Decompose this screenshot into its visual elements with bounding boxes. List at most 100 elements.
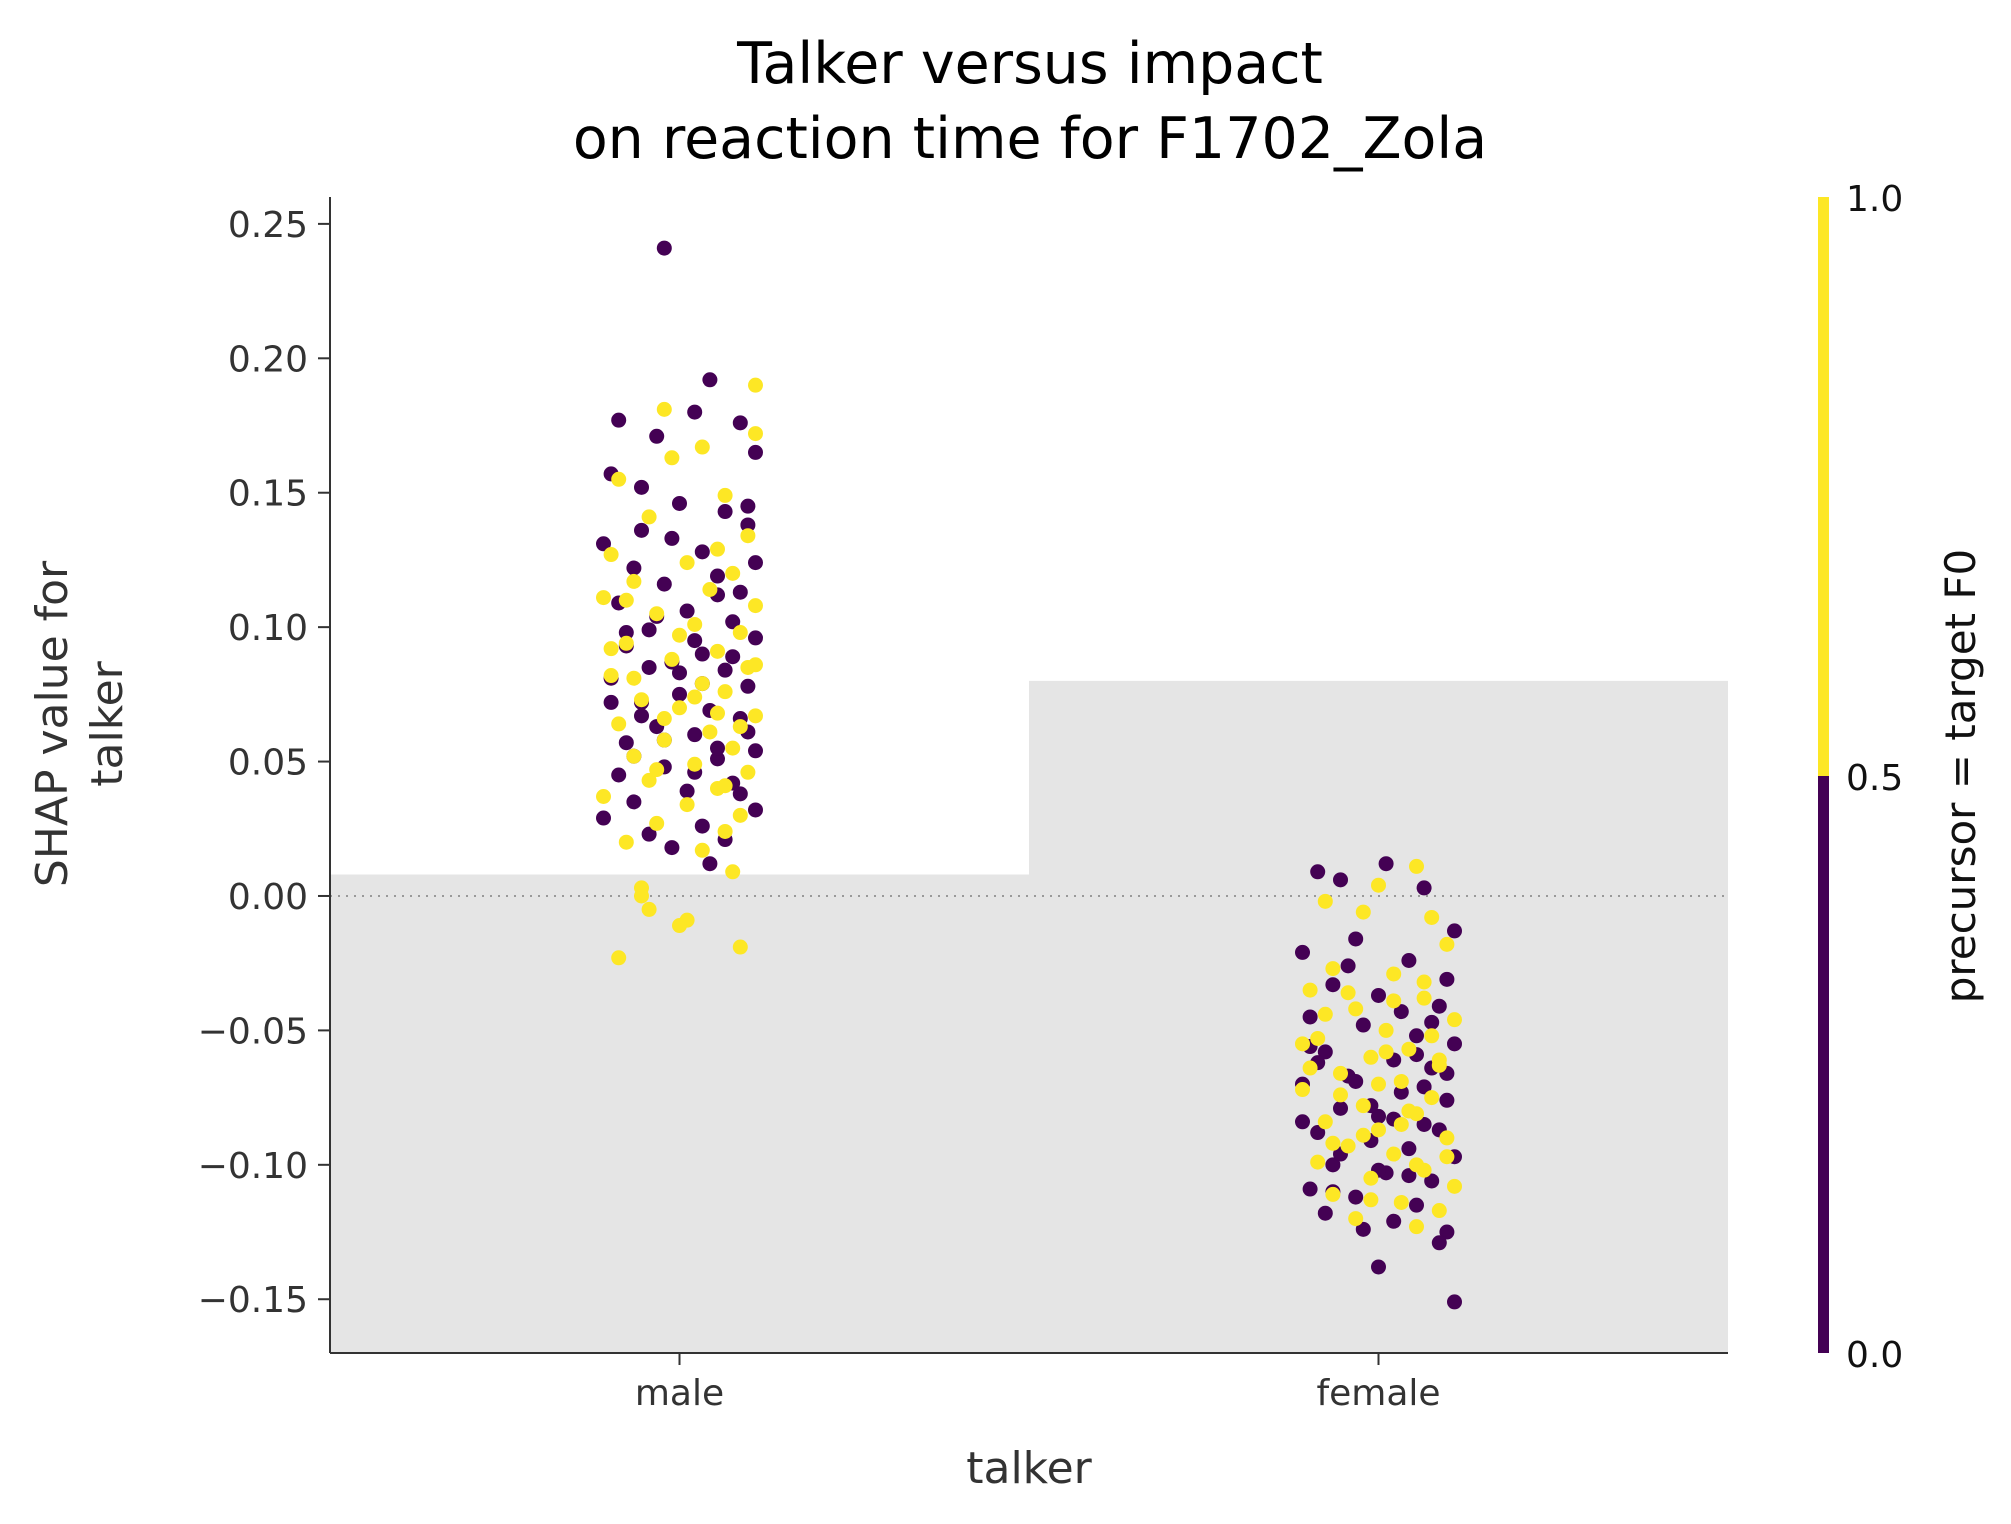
point-male [641, 826, 657, 842]
point-female [1401, 1168, 1417, 1184]
point-female [1416, 880, 1432, 896]
point-male [679, 603, 695, 619]
point-female [1310, 1154, 1326, 1170]
point-male [748, 555, 763, 571]
point-male [679, 783, 695, 799]
point-female [1409, 1219, 1424, 1235]
point-male [687, 727, 703, 743]
point-male [596, 536, 611, 552]
point-male [702, 724, 718, 740]
point-male [596, 789, 611, 805]
point-female [1310, 1125, 1326, 1141]
point-female [1371, 1076, 1386, 1092]
point-male [740, 517, 756, 533]
point-male [611, 716, 627, 732]
point-female [1439, 936, 1455, 952]
point-male [634, 692, 649, 708]
point-male [748, 743, 763, 759]
point-male [664, 530, 680, 546]
point-male [748, 444, 763, 460]
point-male [748, 802, 763, 818]
point-female [1431, 1203, 1447, 1219]
point-female [1378, 1022, 1394, 1038]
point-male [702, 856, 718, 872]
point-male [702, 372, 718, 388]
point-male [687, 616, 703, 632]
point-male [717, 823, 733, 839]
point-male [626, 560, 642, 576]
point-female [1447, 1036, 1462, 1052]
point-female [1439, 1092, 1455, 1108]
point-male [656, 401, 672, 417]
point-male [732, 625, 748, 641]
point-female [1333, 872, 1348, 888]
point-male [656, 711, 672, 727]
point-male [732, 939, 748, 955]
point-male [664, 450, 680, 466]
point-female [1439, 971, 1455, 987]
y-tick-label: −0.10 [198, 1146, 308, 1187]
point-female [1393, 1116, 1409, 1132]
point-female [1317, 1205, 1333, 1221]
point-male [649, 606, 665, 622]
point-male [641, 901, 657, 917]
point-female [1439, 1130, 1455, 1146]
y-tick-label: 0.20 [228, 339, 308, 380]
point-female [1317, 1114, 1333, 1130]
point-male [634, 888, 649, 904]
y-tick-label: 0.15 [228, 474, 308, 515]
point-male [694, 676, 710, 692]
point-female [1416, 974, 1432, 990]
point-male [672, 495, 687, 511]
point-male [596, 810, 611, 826]
point-female [1431, 1235, 1447, 1251]
x-axis-label: talker [966, 1443, 1092, 1494]
point-female [1439, 1149, 1455, 1165]
y-tick-label: 0.10 [228, 608, 308, 649]
point-male [672, 627, 687, 643]
point-female [1386, 1213, 1402, 1229]
point-female [1424, 1028, 1440, 1044]
point-female [1416, 1116, 1432, 1132]
point-female [1447, 1294, 1462, 1310]
point-female [1431, 998, 1447, 1014]
y-axis-label-line-1: SHAP value for [27, 560, 78, 887]
point-female [1325, 961, 1341, 977]
point-male [611, 412, 627, 428]
colorbar-high-segment [1818, 197, 1829, 776]
point-male [717, 504, 733, 520]
point-male [694, 544, 710, 560]
point-female [1424, 1173, 1440, 1189]
point-female [1295, 1114, 1310, 1130]
point-female [1401, 1041, 1417, 1057]
point-female [1325, 1157, 1341, 1173]
point-male [672, 918, 687, 934]
point-male [710, 643, 725, 659]
point-male [672, 686, 687, 702]
point-male [626, 573, 642, 589]
point-male [664, 651, 680, 667]
point-female [1317, 893, 1333, 909]
point-female [1378, 1044, 1394, 1060]
point-male [725, 614, 741, 630]
point-female [1386, 993, 1402, 1009]
histogram-bar-male [330, 874, 1029, 1353]
point-female [1363, 1170, 1379, 1186]
point-male [748, 630, 763, 646]
point-male [740, 764, 756, 780]
point-male [634, 522, 649, 538]
point-female [1302, 1009, 1318, 1025]
point-male [641, 772, 657, 788]
point-female [1325, 1135, 1341, 1151]
y-tick-label: 0.00 [228, 877, 308, 918]
y-tick-label: −0.05 [198, 1011, 308, 1052]
point-male [618, 735, 634, 751]
point-female [1416, 1079, 1432, 1095]
point-female [1355, 1221, 1371, 1237]
point-male [748, 708, 763, 724]
point-male [725, 565, 741, 581]
point-male [740, 498, 756, 514]
point-female [1348, 1073, 1364, 1089]
point-female [1325, 977, 1341, 993]
point-male [717, 487, 733, 503]
